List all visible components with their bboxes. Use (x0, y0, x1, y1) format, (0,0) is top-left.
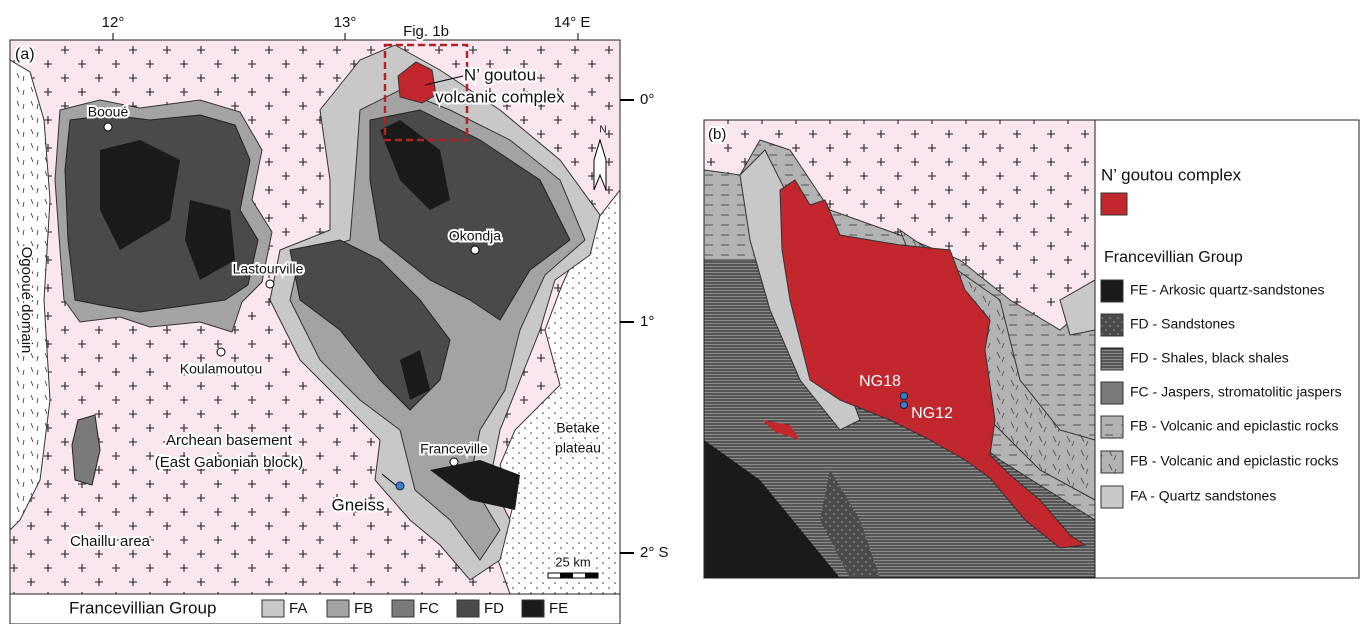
longitude-label: 12° (102, 14, 125, 31)
complex-label: N’ goutou (464, 65, 536, 84)
swatch (1101, 416, 1123, 438)
legend-item: FB - Volcanic and epiclastic rocks (1130, 418, 1339, 434)
swatch (1101, 193, 1127, 215)
map-b (704, 120, 1095, 578)
sample-label: NG18 (859, 373, 901, 390)
town-marker (217, 348, 225, 356)
legend-item: FC (419, 600, 439, 617)
town-marker (266, 280, 274, 288)
swatch (1101, 486, 1123, 508)
town-marker (104, 123, 112, 131)
swatch (392, 600, 414, 617)
swatch (327, 600, 349, 617)
legend-item: FD (484, 600, 504, 617)
town-label: Franceville (420, 441, 488, 457)
region-label: Betake (556, 420, 600, 436)
legend-item: FE - Arkosic quartz-sandstones (1130, 282, 1325, 298)
legend-item: FD - Sandstones (1130, 316, 1235, 332)
panel-label: (a) (15, 46, 35, 63)
latitude-label: 1° (640, 313, 654, 330)
complex-label: volcanic complex (435, 87, 565, 106)
legend-title: Francevillian Group (69, 598, 216, 617)
legend-title: Francevillian Group (1104, 249, 1243, 266)
town-marker (471, 246, 479, 254)
swatch (1101, 451, 1123, 473)
legend-item: FA (289, 600, 307, 617)
legend-item: FB - Volcanic and epiclastic rocks (1130, 453, 1339, 469)
swatch (1101, 314, 1123, 336)
panel-label: (b) (708, 126, 726, 143)
swatch (262, 600, 284, 617)
gneiss-sample (396, 482, 404, 490)
sample-point (901, 402, 908, 409)
page: Geological map {"panel_a":{"label":"(a)"… (0, 0, 1360, 624)
swatch (522, 600, 544, 617)
map-a (10, 40, 620, 594)
legend-item: FB (354, 600, 373, 617)
town-marker (450, 458, 458, 466)
legend-item: FA - Quartz sandstones (1130, 488, 1276, 504)
sample-label: NG12 (911, 405, 953, 422)
legend-item: FE (549, 600, 568, 617)
sample-label: Gneiss (332, 495, 385, 514)
swatch (1101, 348, 1123, 370)
scale-segment (585, 573, 598, 578)
north-label: N (599, 125, 606, 136)
town-label: Booué (88, 104, 129, 120)
swatch (457, 600, 479, 617)
region-label: Ogooué domain (18, 247, 35, 354)
town-label: Lastourville (233, 261, 304, 277)
scale-segment (560, 573, 573, 578)
town-label: Okondja (449, 228, 501, 244)
longitude-label: 14° E (554, 14, 591, 31)
inset-label: Fig. 1b (403, 23, 449, 40)
region-label: Archean basement (166, 432, 293, 449)
scale-label: 25 km (555, 554, 590, 569)
swatch (1101, 280, 1123, 302)
longitude-label: 13° (334, 14, 357, 31)
scale-bar (548, 573, 598, 578)
region-label: Chaillu area (70, 533, 151, 550)
region-label: (East Gabonian block) (155, 454, 303, 471)
legend-title: N’ goutou complex (1101, 165, 1242, 184)
latitude-label: 2° S (640, 544, 669, 561)
swatch (1101, 382, 1123, 404)
legend-item: FC - Jaspers, stromatolitic jaspers (1130, 384, 1342, 400)
sample-point (901, 393, 908, 400)
legend-item: FD - Shales, black shales (1130, 350, 1289, 366)
latitude-label: 0° (640, 91, 654, 108)
town-label: Koulamoutou (180, 361, 263, 377)
region-label: plateau (555, 440, 601, 456)
body: (a) 12° 13° 14° E 0° 1° 2° S Fig. 1b N’ goutou vo… (0, 0, 1360, 624)
figure: (a) 12° 13° 14° E 0° 1° 2° S Fig. 1b N’ goutou vo… (0, 0, 1360, 624)
